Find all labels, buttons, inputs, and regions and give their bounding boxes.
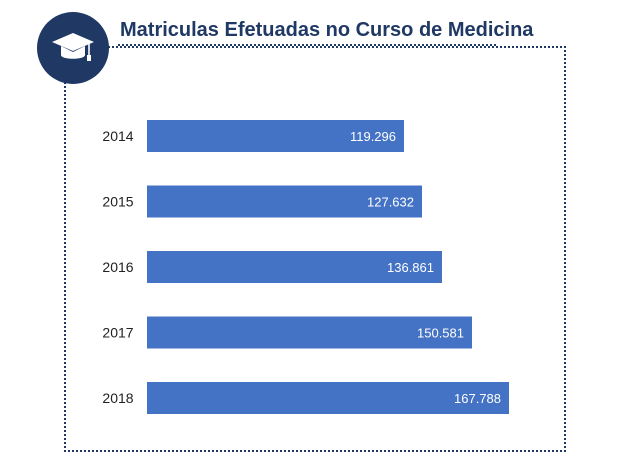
chart-title: Matriculas Efetuadas no Curso de Medicin… [120,19,534,41]
graduation-cap-icon [52,33,94,61]
year-label-2016: 2016 [102,259,133,275]
bar-2016 [147,251,442,283]
value-label-2014: 119.296 [350,129,396,144]
bar-2015 [147,185,422,218]
value-label-2018: 167.788 [454,391,501,406]
chart-frame [64,46,566,452]
value-label-2017: 150.581 [417,326,464,341]
year-label-2017: 2017 [102,325,133,341]
year-label-2015: 2015 [102,194,133,210]
bar-2014 [147,120,404,152]
value-label-2015: 127.632 [367,195,414,210]
title-underline [118,44,496,46]
bar-2017 [147,316,472,349]
year-label-2014: 2014 [102,128,133,144]
graduation-badge [37,12,109,84]
value-label-2016: 136.861 [387,260,434,275]
bar-2018 [147,382,509,414]
year-label-2018: 2018 [102,390,133,406]
